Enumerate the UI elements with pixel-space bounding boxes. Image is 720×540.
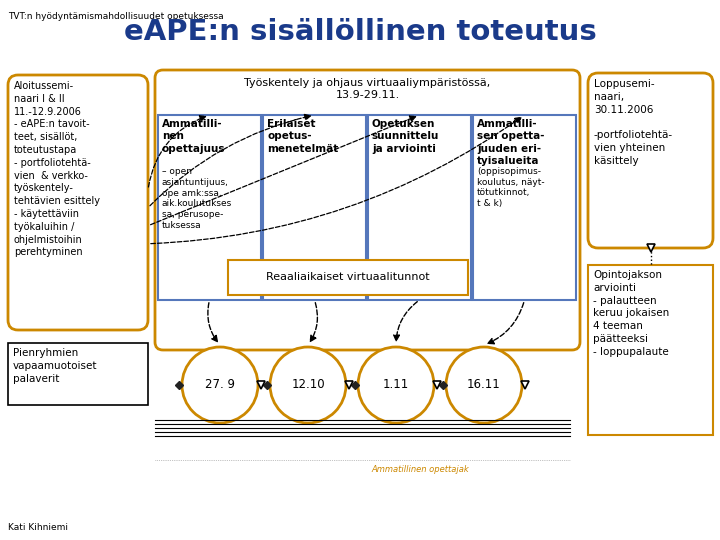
Circle shape [446, 347, 522, 423]
Bar [8, 343, 148, 405]
Text: Opintojakson
arviointi
- palautteen
keruu jokaisen
4 teeman
päätteeksi
- loppupa: Opintojakson arviointi - palautteen keru… [593, 270, 670, 357]
Circle shape [358, 347, 434, 423]
Text: (oppisopimus-
koulutus, näyt-
tötutkinnot,
t & k): (oppisopimus- koulutus, näyt- tötutkinno… [477, 167, 544, 208]
Text: 12.10: 12.10 [291, 379, 325, 392]
Text: 1.11: 1.11 [383, 379, 409, 392]
Text: eAPE:n sisällöllinen toteutus: eAPE:n sisällöllinen toteutus [124, 18, 596, 46]
Text: Kati Kihniemi: Kati Kihniemi [8, 523, 68, 532]
Circle shape [182, 347, 258, 423]
Text: Ammatilli-
sen opetta-
juuden eri-
tyisalueita: Ammatilli- sen opetta- juuden eri- tyisa… [477, 119, 544, 166]
Circle shape [270, 347, 346, 423]
Bar [228, 260, 468, 295]
Bar [368, 115, 471, 300]
Bar [263, 115, 366, 300]
Text: Ammatillinen opettajak: Ammatillinen opettajak [371, 465, 469, 474]
Bar [158, 115, 261, 300]
Bar [473, 115, 576, 300]
Text: Ammatilli-
nen
opettajuus: Ammatilli- nen opettajuus [162, 119, 225, 154]
Text: Työskentely ja ohjaus virtuaaliympäristössä,
13.9-29.11.: Työskentely ja ohjaus virtuaaliympäristö… [244, 78, 490, 100]
Text: 16.11: 16.11 [467, 379, 501, 392]
Text: Aloitussemi-
naari I & II
11.-12.9.2006
- eAPE:n tavoit-
teet, sisällöt,
toteutu: Aloitussemi- naari I & II 11.-12.9.2006 … [14, 81, 100, 258]
Text: Opetuksen
suunnittelu
ja arviointi: Opetuksen suunnittelu ja arviointi [372, 119, 439, 154]
Text: Pienryhmien
vapaamuotoiset
palaverit: Pienryhmien vapaamuotoiset palaverit [13, 348, 97, 383]
Text: Reaaliaikaiset virtuaalitunnot: Reaaliaikaiset virtuaalitunnot [266, 273, 430, 282]
FancyBboxPatch shape [588, 73, 713, 248]
FancyBboxPatch shape [8, 75, 148, 330]
Text: 27. 9: 27. 9 [205, 379, 235, 392]
Bar [588, 265, 713, 435]
Text: TVT:n hyödyntämismahdollisuudet opetuksessa: TVT:n hyödyntämismahdollisuudet opetukse… [8, 12, 224, 21]
Text: Erilaiset
opetus-
menetelmät: Erilaiset opetus- menetelmät [267, 119, 338, 154]
Text: – open
asiantuntijuus,
ope amk:ssa,
aik.koulutukses
sa, perusope-
tuksessa: – open asiantuntijuus, ope amk:ssa, aik.… [162, 167, 233, 229]
Text: Loppusemi-
naari,
30.11.2006

-portfoliotehtä-
vien yhteinen
käsittely: Loppusemi- naari, 30.11.2006 -portfoliot… [594, 79, 673, 166]
FancyBboxPatch shape [155, 70, 580, 350]
